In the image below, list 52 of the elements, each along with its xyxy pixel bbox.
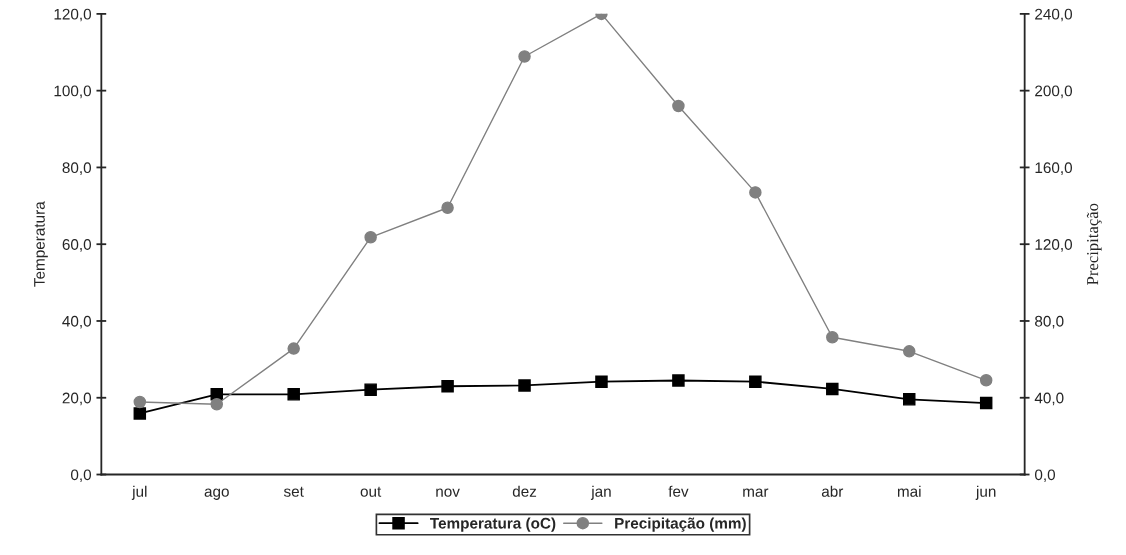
point [826, 382, 839, 396]
x-tick-label: jul [131, 485, 147, 500]
y-tick-label: 0,0 [70, 469, 92, 483]
legend-label: Precipitação (mm) [615, 517, 746, 532]
x-tick-label: ago [204, 488, 229, 500]
y2-tick-label: 80,0 [1035, 315, 1064, 329]
point [672, 374, 685, 387]
point [210, 398, 224, 411]
point [749, 375, 762, 388]
point [518, 379, 531, 392]
point [441, 379, 454, 393]
point [133, 395, 147, 409]
point [979, 374, 993, 387]
x-tick-label: nov [436, 488, 460, 497]
point [364, 383, 377, 396]
y2-tick-label: 0,0 [1034, 469, 1056, 483]
y2-tick-label: 160,0 [1035, 162, 1073, 175]
point [133, 407, 147, 420]
y-tick-label: 80,0 [62, 162, 92, 175]
point [441, 201, 454, 214]
point [902, 393, 916, 406]
x-tick-label: set [283, 486, 304, 497]
x-tick-label: abr [821, 485, 844, 497]
point [979, 396, 993, 410]
x-tick-label: out [360, 486, 382, 497]
point [364, 231, 377, 244]
y-tick-label: 100,0 [54, 85, 92, 99]
y-tick-label: 40,0 [62, 315, 92, 329]
y-tick-label: 120,0 [54, 8, 92, 22]
y-tick-label: 20,0 [62, 392, 92, 406]
y2-tick-label: 240,0 [1035, 8, 1073, 22]
point [749, 186, 762, 199]
point [287, 388, 300, 401]
y2-tick-label: 40,0 [1034, 392, 1064, 406]
point [595, 375, 608, 388]
point [672, 99, 685, 113]
y2-tick-label: 200,0 [1035, 85, 1073, 99]
legend-label: Temperatura (oC) [430, 517, 556, 532]
y-axis-title: Temperatura [34, 201, 48, 287]
point [902, 345, 916, 358]
y2-tick-label: 120,0 [1035, 239, 1073, 252]
x-tick-label: jan [590, 485, 611, 500]
y-tick-label: 60,0 [62, 239, 92, 252]
point [287, 342, 300, 355]
x-tick-label: dez [512, 485, 537, 497]
x-tick-label: jun [975, 485, 996, 500]
point [826, 331, 839, 344]
x-tick-label: mar [743, 488, 769, 497]
x-tick-label: fev [668, 485, 689, 497]
point [518, 50, 531, 63]
x-tick-label: mai [897, 485, 921, 497]
y2-axis-title: Precipitação [1086, 203, 1102, 285]
